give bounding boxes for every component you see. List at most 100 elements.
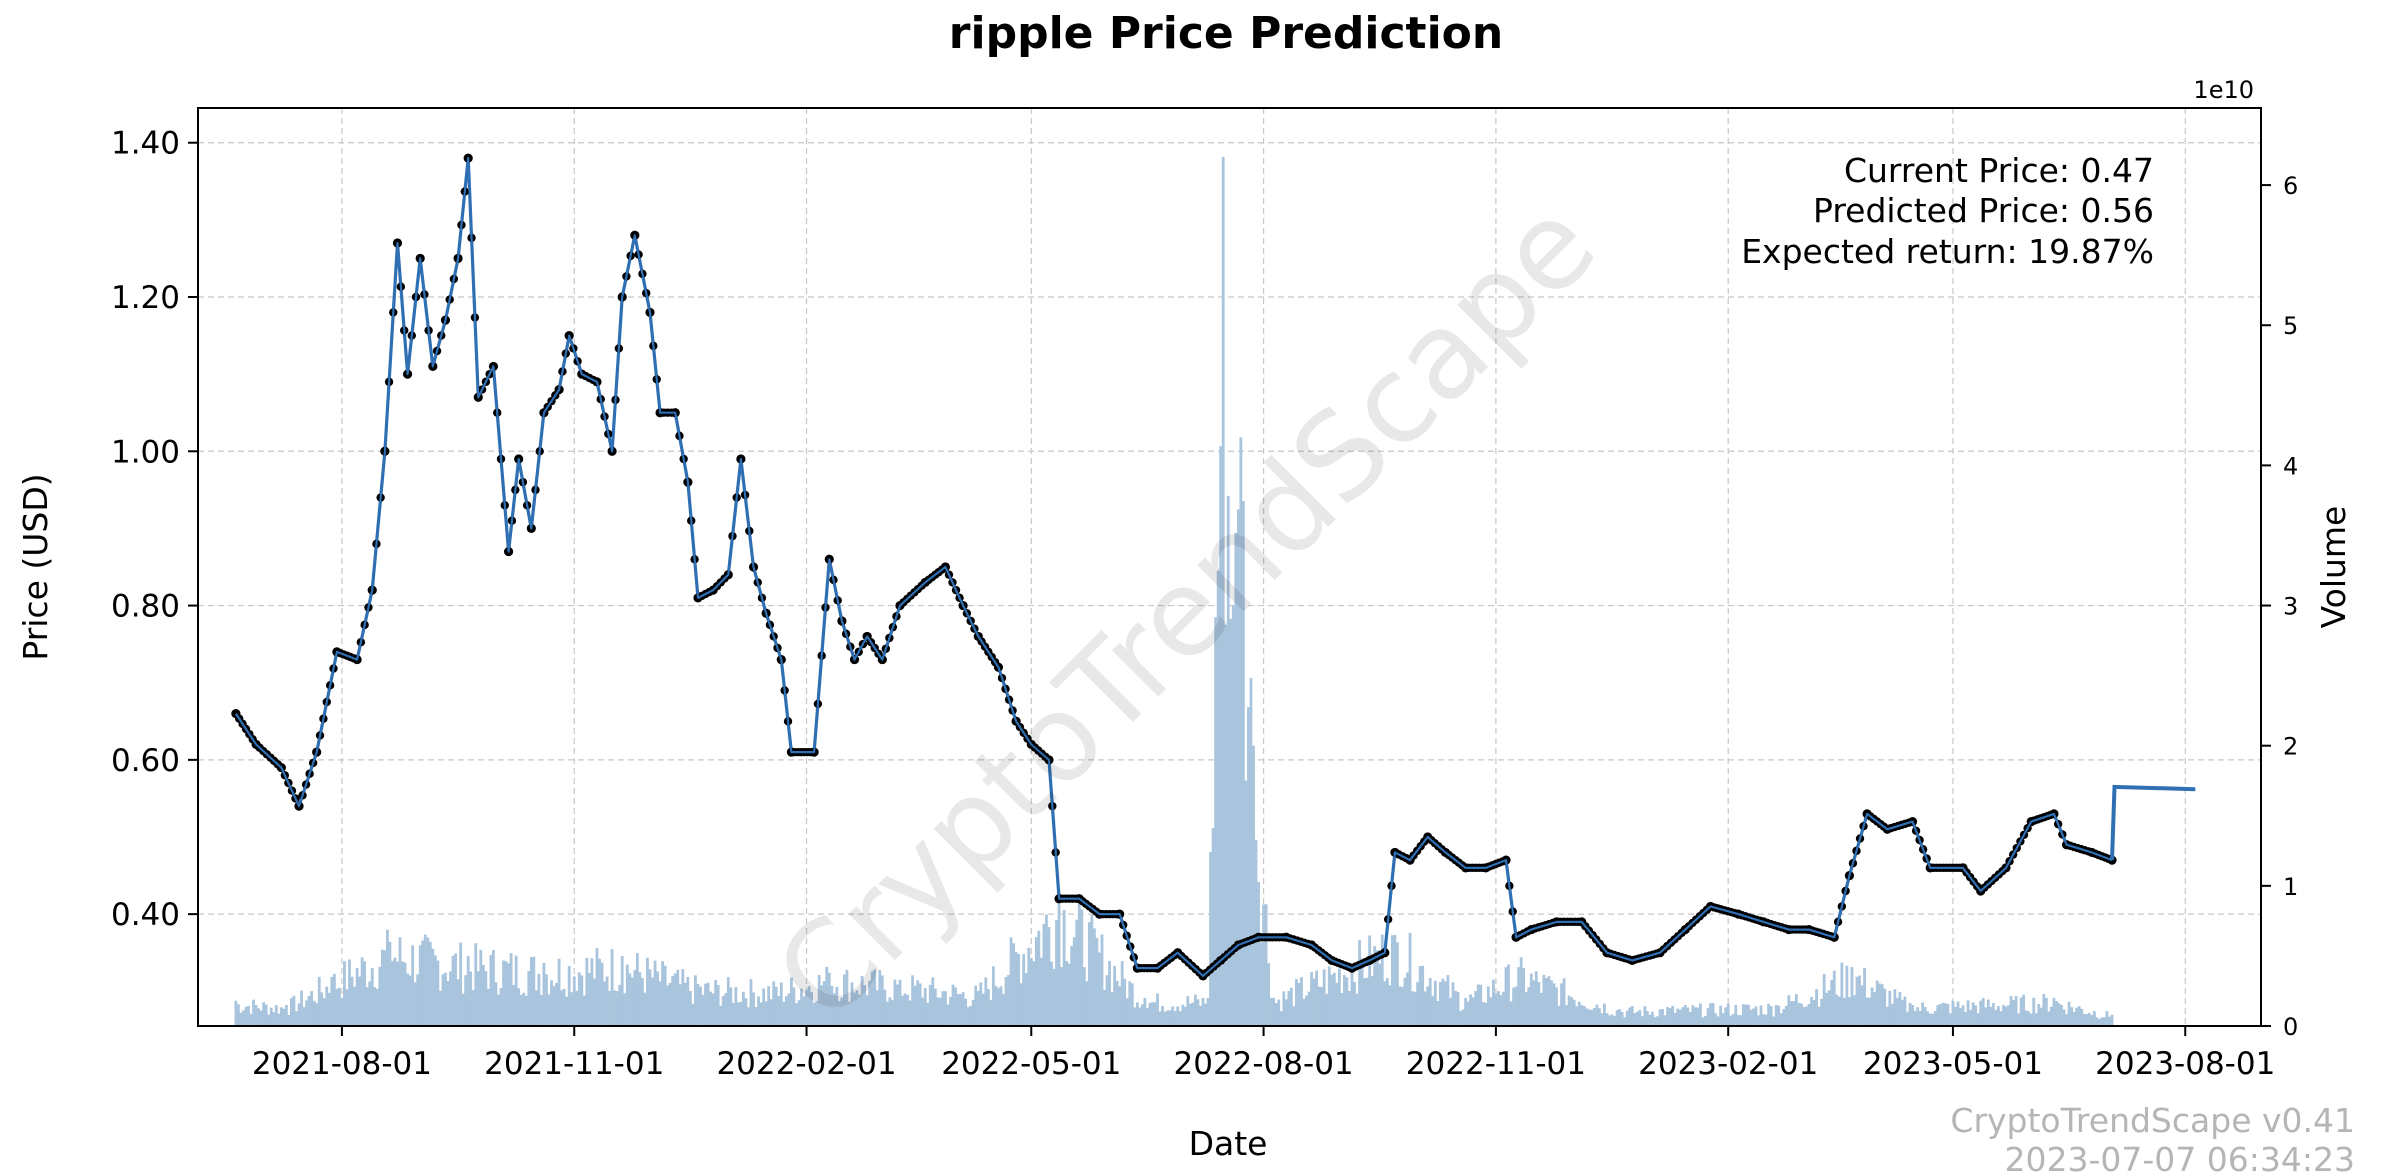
volume-bar	[484, 971, 488, 1026]
volume-bar	[315, 1003, 319, 1026]
volume-bar	[406, 973, 409, 1026]
volume-bar	[883, 989, 887, 1026]
volume-bar	[1317, 986, 1321, 1026]
volume-bar	[380, 949, 384, 1026]
volume-bar	[1408, 932, 1412, 1026]
volume-bar	[307, 995, 311, 1026]
volume-bar	[1635, 1011, 1639, 1026]
volume-bar	[681, 969, 685, 1026]
volume-bar	[1443, 981, 1447, 1026]
volume-bar	[1534, 971, 1538, 1026]
volume-bar	[237, 1004, 240, 1026]
volume-bar	[1348, 991, 1351, 1026]
expected-return-label: Expected return: 19.87%	[1741, 232, 2154, 271]
volume-bar	[701, 994, 705, 1026]
volume-bar	[1908, 1003, 1912, 1026]
volume-bar	[1800, 1003, 1803, 1026]
volume-bar	[439, 990, 442, 1026]
volume-bar	[1486, 986, 1490, 1026]
volume-bar	[560, 990, 564, 1026]
volume-bar	[1438, 981, 1442, 1026]
volume-bar	[282, 1008, 286, 1026]
volume-bar	[322, 998, 326, 1026]
volume-bar	[1345, 977, 1349, 1026]
volume-bar	[1592, 1008, 1596, 1026]
volume-bar	[822, 981, 826, 1026]
volume-bar	[1406, 972, 1409, 1026]
volume-bar	[921, 997, 925, 1026]
volume-bar	[1284, 999, 1288, 1026]
volume-bar	[1355, 993, 1359, 1026]
volume-bar	[1605, 1013, 1609, 1026]
volume-bar	[1474, 991, 1478, 1026]
volume-bar	[312, 1000, 316, 1026]
volume-bar	[764, 1001, 768, 1026]
volume-axis: 0 1 2 3 4 5 6	[2261, 172, 2298, 1041]
volume-bar	[782, 1001, 786, 1026]
volume-bar	[1342, 975, 1346, 1026]
volume-bar	[239, 1012, 243, 1026]
volume-bar	[1360, 958, 1364, 1026]
volume-bar	[901, 995, 904, 1026]
volume-bar	[1719, 1005, 1723, 1026]
volume-bar	[807, 986, 811, 1026]
volume-bar	[1711, 1003, 1715, 1026]
volume-bar	[502, 960, 505, 1026]
volume-bar	[335, 988, 339, 1026]
volume-bar	[1863, 967, 1866, 1026]
volume-bar	[479, 949, 483, 1026]
volume-bar	[327, 992, 331, 1026]
volume-bar	[2082, 1013, 2086, 1026]
volume-bar	[1688, 1012, 1692, 1026]
volume-bar	[1560, 983, 1563, 1026]
volume-bar	[1981, 997, 1985, 1026]
volume-bar	[2017, 1013, 2020, 1026]
watermark: CryptoTrendScape	[750, 175, 1622, 1047]
volume-bar	[1969, 1010, 1973, 1026]
volume-bar	[1544, 978, 1548, 1026]
volume-bar	[393, 957, 397, 1026]
volume-bar	[734, 987, 738, 1026]
volume-bar	[1211, 828, 1215, 1026]
volume-bar	[1734, 1005, 1738, 1026]
volume-bar	[1883, 988, 1887, 1026]
volume-bar	[1082, 967, 1086, 1026]
volume-bar	[274, 1005, 278, 1026]
volume-bar	[769, 999, 773, 1026]
x-tick-label: 2023-02-01	[1638, 1046, 1818, 1082]
volume-bar	[1885, 1006, 1889, 1026]
volume-bar	[618, 984, 622, 1026]
volume-bar	[1964, 1012, 1967, 1026]
volume-bar	[247, 1005, 250, 1026]
volume-bar	[1302, 998, 1306, 1026]
volume-bar	[1893, 989, 1897, 1026]
volume-bar	[661, 961, 665, 1026]
volume-bar	[585, 957, 589, 1026]
volume-bar	[1244, 780, 1248, 1026]
volume-bar	[802, 996, 806, 1026]
volume-bar	[1873, 992, 1877, 1026]
volume-bar	[1310, 972, 1313, 1026]
volume-bar	[1691, 1005, 1695, 1026]
volume-bar	[416, 974, 420, 1026]
volume-bar	[1810, 997, 1813, 1026]
volume-bar	[1704, 1016, 1707, 1026]
volume-bar	[385, 929, 389, 1026]
volume-bar	[1375, 950, 1379, 1026]
volume-bar	[797, 1000, 801, 1026]
volume-bar	[2072, 1012, 2076, 1026]
volume-bar	[933, 988, 937, 1026]
volume-bar	[267, 1014, 271, 1026]
volume-bar	[1173, 1011, 1177, 1026]
volume-bar	[1113, 965, 1117, 1026]
volume-bar	[1118, 986, 1122, 1026]
volume-bar	[350, 976, 354, 1026]
volume-bar	[279, 1007, 283, 1026]
volume-bar	[1767, 1003, 1771, 1026]
volume-bar	[1868, 997, 1872, 1026]
volume-bar	[1451, 982, 1455, 1026]
volume-bar	[363, 961, 367, 1026]
volume-bar	[411, 945, 415, 1026]
volume-bar	[1247, 707, 1250, 1026]
